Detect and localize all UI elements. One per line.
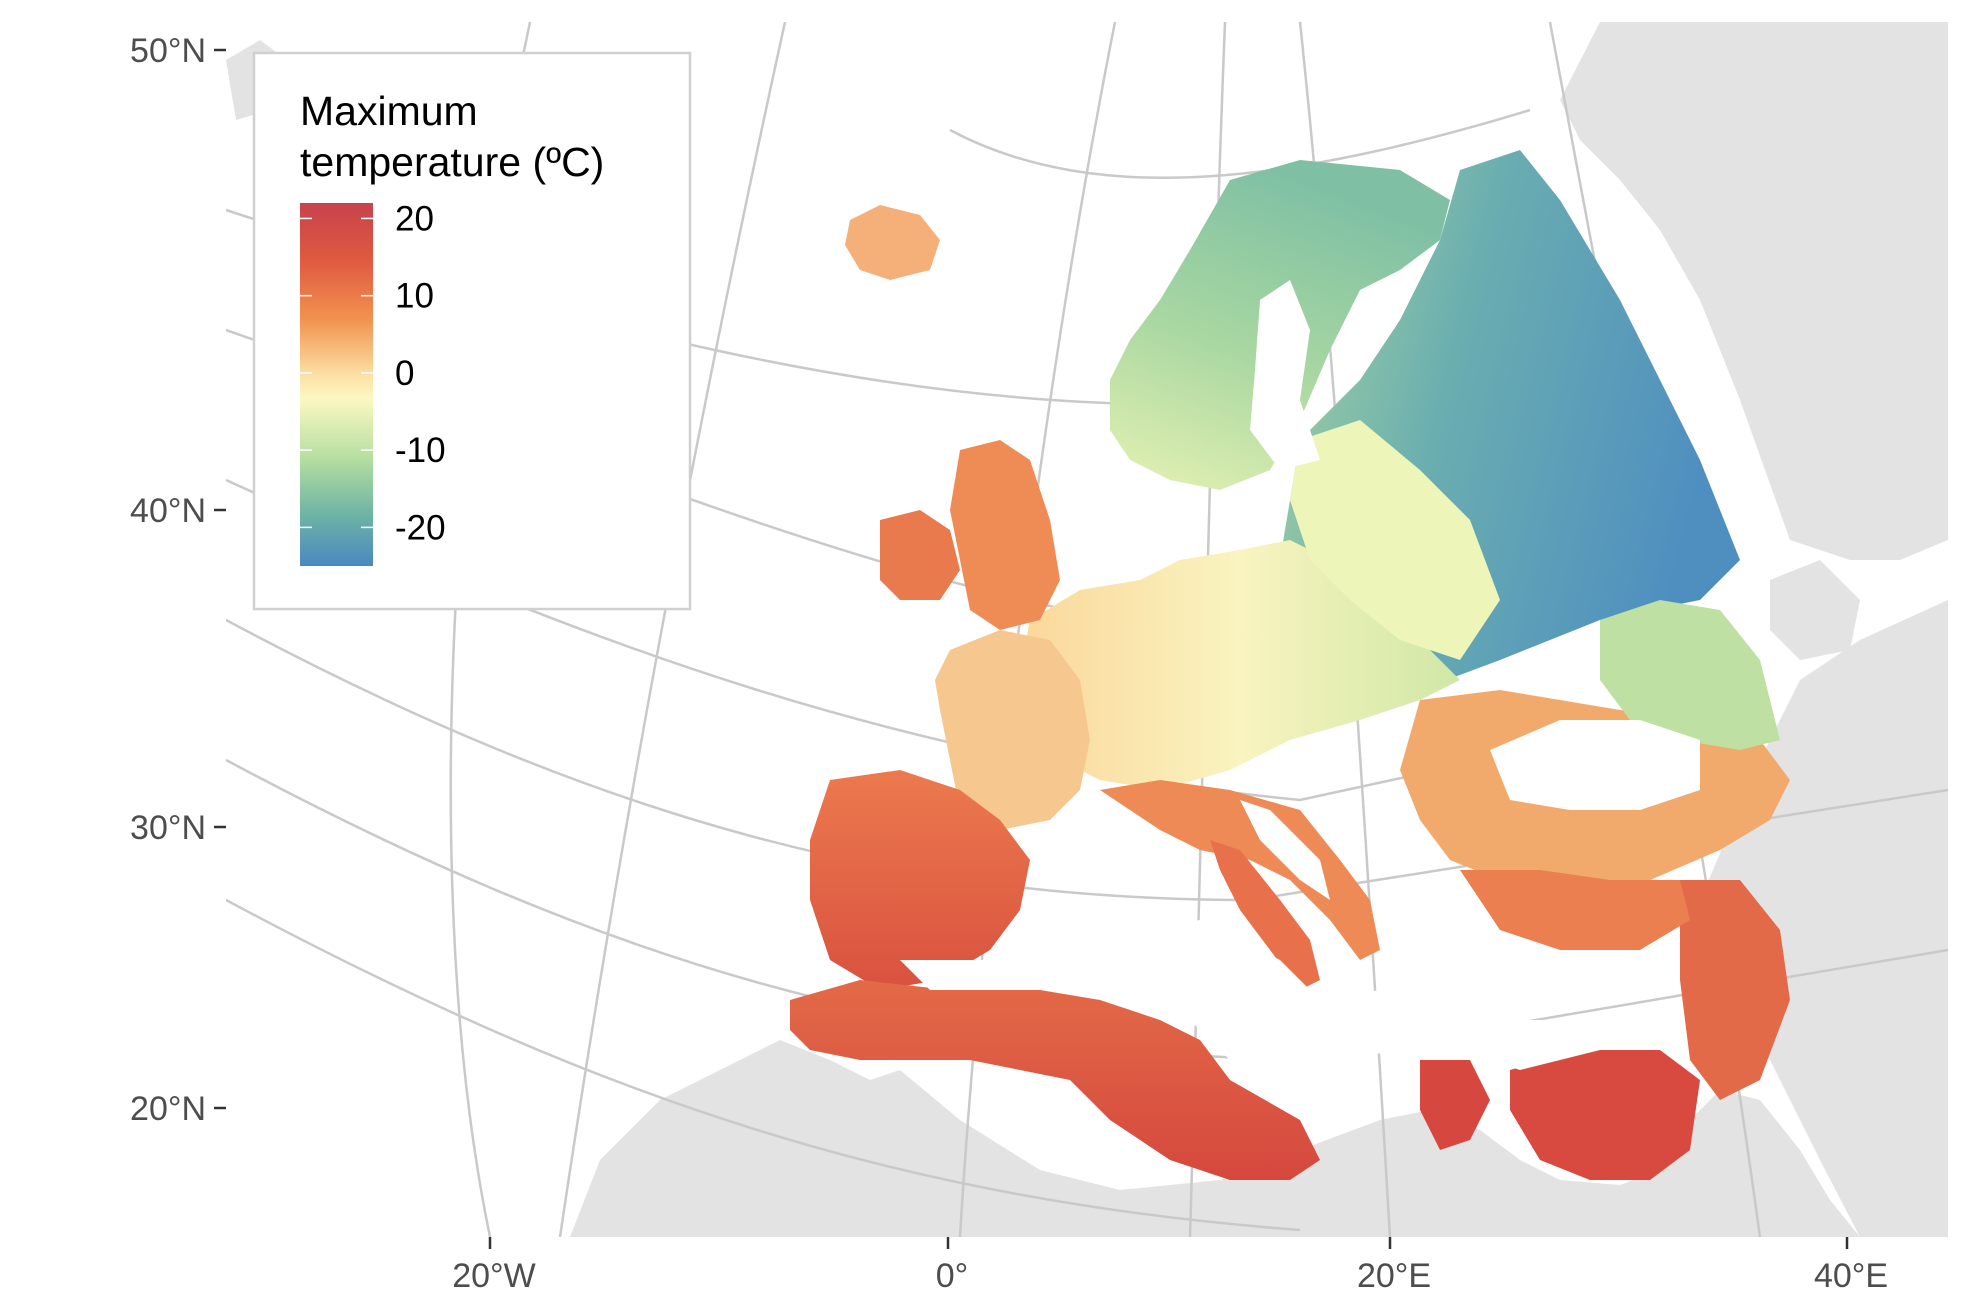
- raster-egypt: [1510, 1050, 1700, 1180]
- legend-tick-label: -20: [395, 508, 446, 547]
- raster-libya-egypt: [1420, 1060, 1490, 1150]
- adriatic-sea: [1240, 800, 1330, 900]
- lat-label-30n: 30°N: [130, 809, 206, 847]
- legend-ticks: 20 10 0 -10 -20: [300, 199, 446, 547]
- raster-turkey-coast: [1460, 870, 1690, 950]
- land-caspian-area: [1770, 560, 1860, 660]
- parallel-45n: [226, 618, 1948, 902]
- inland-seas: [900, 280, 1700, 1090]
- lat-label-20n: 20°N: [130, 1090, 206, 1128]
- raster-ireland: [880, 510, 960, 600]
- legend-colorbar: [300, 203, 373, 566]
- land-russia-east: [1560, 22, 1948, 560]
- raster-italy-boot: [1210, 840, 1320, 990]
- lat-label-50n: 50°N: [130, 32, 206, 70]
- lon-axis: 20°W 0° 20°E 40°E: [452, 1237, 1888, 1295]
- mediterranean-sea: [900, 920, 1680, 1090]
- raster-iceland: [845, 205, 940, 280]
- black-sea: [1490, 720, 1700, 810]
- raster-caucasus: [1600, 600, 1780, 750]
- legend-tick-label: 20: [395, 199, 434, 238]
- land-north-africa: [570, 1040, 1860, 1237]
- lon-label-20e: 20°E: [1357, 1257, 1431, 1295]
- map-panel: [226, 22, 1948, 1237]
- raster-british-isles: [950, 440, 1060, 630]
- lat-axis: 50°N 40°N 30°N 20°N: [130, 32, 226, 1128]
- parallel-65n: [949, 108, 1531, 179]
- raster-france: [935, 630, 1090, 830]
- parallel-35n: [226, 898, 1301, 1232]
- lat-label-40n: 40°N: [130, 492, 206, 530]
- raster-italy-balkans: [1100, 780, 1380, 960]
- legend-tick-label: -10: [395, 431, 446, 470]
- legend: Maximum temperature (ºC) 20 10 0 -10 -20: [252, 51, 692, 611]
- meridian-10w: [558, 22, 787, 1237]
- legend-title-line2: temperature (ºC): [300, 139, 604, 185]
- temperature-raster: [790, 150, 1790, 1180]
- legend-tick-label: 0: [395, 354, 414, 393]
- raster-levant: [1680, 880, 1790, 1100]
- raster-baltic-belt: [1290, 420, 1500, 660]
- lon-label-20w: 20°W: [452, 1257, 536, 1295]
- legend-tick-label: 10: [395, 277, 434, 316]
- raster-north-africa: [790, 980, 1320, 1180]
- lon-label-0: 0°: [936, 1257, 969, 1295]
- raster-central-europe: [1020, 540, 1460, 790]
- baltic-sea: [1250, 280, 1320, 470]
- raster-iberia: [810, 770, 1030, 990]
- lon-label-40e: 40°E: [1814, 1257, 1888, 1295]
- legend-title-line1: Maximum: [300, 88, 478, 134]
